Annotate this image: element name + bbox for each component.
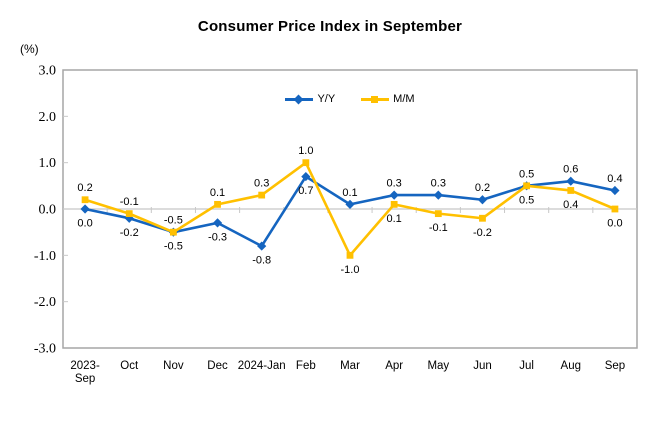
data-labels-yy: 0.0 -0.2 -0.5 -0.3 -0.8 0.7 0.1 0.3 0.3 0.2 0.5 0.6… <box>77 164 622 267</box>
series-yy <box>80 171 620 251</box>
data-point-label: -0.5 <box>164 215 183 227</box>
data-point-label: -0.2 <box>120 227 139 239</box>
y-axis-tick-label: 1.0 <box>39 156 57 171</box>
data-point-label: 0.3 <box>387 178 402 190</box>
data-point-label: 0.0 <box>607 218 622 230</box>
x-axis-tick-label: Jun <box>473 360 492 372</box>
x-axis-tick-label: Sep <box>605 360 625 372</box>
y-axis-tick-label: 2.0 <box>39 110 57 125</box>
data-point-marker <box>567 187 575 194</box>
legend-item-yy: Y/Y <box>285 93 335 105</box>
yy-line-marker-icon <box>285 94 314 105</box>
data-point-marker <box>566 176 576 186</box>
chart-title: Consumer Price Index in September <box>197 18 463 35</box>
data-point-label: -0.5 <box>164 241 183 253</box>
data-point-label: 0.5 <box>519 194 534 206</box>
x-axis-tick-label: Jul <box>519 360 534 372</box>
legend-label-mm: M/M <box>393 93 415 105</box>
data-point-label: -0.1 <box>120 196 139 208</box>
data-point-marker <box>346 251 354 259</box>
x-axis-tick-label: Apr <box>385 360 403 372</box>
data-point-marker <box>611 205 619 213</box>
data-point-marker <box>301 171 311 182</box>
data-point-marker <box>433 190 443 200</box>
data-point-label: 0.4 <box>607 173 622 185</box>
data-point-label: 0.5 <box>519 168 534 180</box>
data-point-label: 0.0 <box>77 218 92 230</box>
data-point-label: 0.1 <box>342 187 357 199</box>
x-axis-tick-label: Mar <box>340 360 360 372</box>
data-point-marker <box>390 200 398 208</box>
data-point-label: 0.7 <box>298 185 313 197</box>
y-axis-tick-label: 0.0 <box>39 203 57 218</box>
data-point-marker <box>479 214 486 222</box>
data-point-marker <box>302 159 310 167</box>
x-axis-labels: 2023-Sep Oct Nov Dec 2024-Jan Feb Mar Apr May Jun… <box>70 360 625 385</box>
data-point-label: -0.3 <box>208 231 227 243</box>
x-axis-tick-label: 2023-Sep <box>70 360 100 385</box>
data-point-label: -0.1 <box>429 222 448 234</box>
legend-label-yy: Y/Y <box>317 93 336 105</box>
data-point-marker <box>169 228 177 236</box>
y-axis-unit-label: (%) <box>20 42 39 56</box>
x-axis-tick-label: Dec <box>207 360 228 372</box>
y-axis-tick-label: -3.0 <box>34 342 56 357</box>
axes: 3.0 2.0 1.0 0.0 -1.0 -2.0 -3.0 <box>34 64 638 357</box>
x-axis-tick-label: Nov <box>163 360 184 372</box>
data-point-label: 0.3 <box>254 178 269 190</box>
series-mm <box>81 159 619 259</box>
chart-legend: Y/Y M/M <box>63 93 637 105</box>
legend-item-mm: M/M <box>361 93 415 105</box>
data-point-label: 0.3 <box>431 178 446 190</box>
data-point-label: 1.0 <box>298 145 313 157</box>
data-point-label: 0.4 <box>563 199 578 211</box>
data-point-label: 0.6 <box>563 164 578 176</box>
data-point-marker <box>477 195 488 205</box>
data-point-marker <box>125 210 133 218</box>
data-point-label: 0.2 <box>475 182 490 194</box>
data-point-marker <box>389 190 399 200</box>
x-axis-tick-label: Oct <box>120 360 139 372</box>
data-point-label: 0.1 <box>210 187 225 199</box>
x-axis-tick-label: Aug <box>561 360 581 372</box>
data-point-marker <box>80 204 90 214</box>
y-axis-tick-label: 3.0 <box>39 64 57 79</box>
data-point-marker <box>212 218 223 228</box>
data-point-marker <box>523 182 531 190</box>
data-point-label: -1.0 <box>341 264 360 276</box>
data-point-marker <box>81 196 89 204</box>
data-point-marker <box>345 199 355 209</box>
data-labels-mm: 0.2-0.1-0.50.10.31.0-1.00.1-0.1 -0.20.5 0.… <box>77 145 622 276</box>
x-axis-tick-label: May <box>427 360 449 372</box>
y-axis-tick-label: -2.0 <box>34 295 56 310</box>
data-point-label: 0.2 <box>77 182 92 194</box>
data-point-label: 0.1 <box>387 213 402 225</box>
mm-line-marker-icon <box>361 94 390 105</box>
x-axis-tick-label: 2024-Jan <box>238 360 286 372</box>
data-point-marker <box>610 185 620 196</box>
data-point-marker <box>258 191 266 199</box>
data-point-marker <box>214 200 221 208</box>
data-point-label: -0.8 <box>252 255 271 267</box>
x-axis-tick-label: Feb <box>296 360 316 372</box>
y-axis-tick-label: -1.0 <box>34 249 56 264</box>
data-point-label: -0.2 <box>473 227 492 239</box>
data-point-marker <box>434 210 442 218</box>
data-point-marker <box>257 241 267 251</box>
